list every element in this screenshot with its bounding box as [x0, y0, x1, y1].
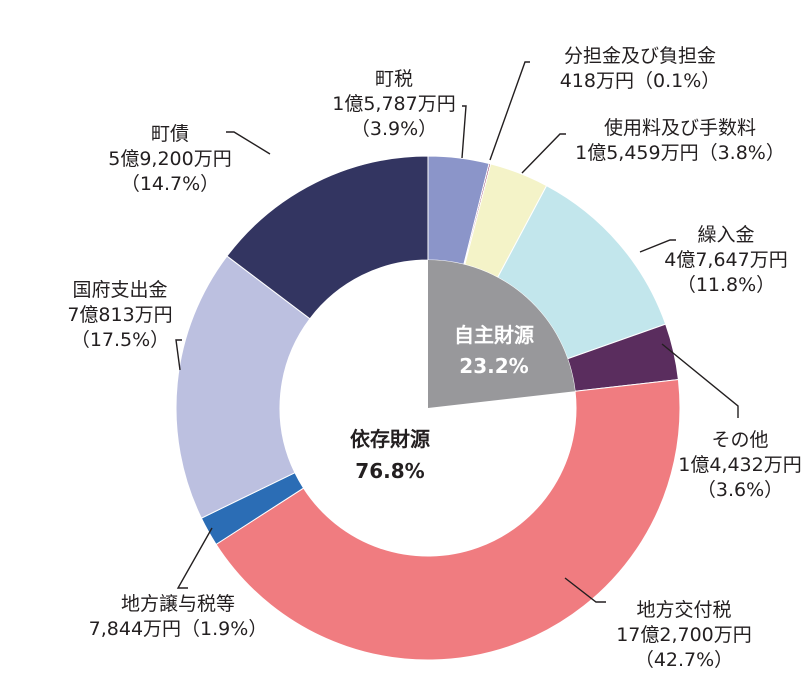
- slice-label-6-line-1: 7,844万円（1.9%）: [89, 618, 268, 640]
- leader-line-2: [521, 133, 566, 174]
- own-revenue-sector: [428, 260, 576, 408]
- slice-label-1-line-1: 418万円（0.1%）: [560, 70, 721, 92]
- leader-line-7: [175, 339, 182, 371]
- donut-slices: [175, 155, 681, 661]
- slice-label-5-line-1: 17億2,700万円: [616, 624, 752, 646]
- slice-label-7-line-1: 7億813万円: [67, 304, 172, 326]
- leader-line-3: [639, 239, 676, 253]
- slice-label-3-line-0: 繰入金: [697, 224, 754, 246]
- slice-label-7-line-2: （17.5%）: [71, 329, 169, 351]
- slice-label-0-line-1: 1億5,787万円: [332, 93, 455, 115]
- slice-label-4-line-2: （3.6%）: [697, 479, 783, 501]
- slice-label-8-line-1: 5億9,200万円: [108, 148, 231, 170]
- slice-label-7-line-0: 国府支出金: [72, 279, 167, 301]
- dependent-revenue-percent: 76.8%: [355, 459, 424, 483]
- leader-line-1: [489, 61, 530, 161]
- slice-8: [226, 155, 429, 320]
- leader-line-0: [461, 105, 467, 159]
- own-revenue-label: 自主財源: [454, 323, 534, 347]
- slice-label-3-line-1: 4億7,647万円: [664, 249, 787, 271]
- leader-line-4: [661, 343, 739, 418]
- slice-label-8-line-2: （14.7%）: [121, 173, 219, 195]
- slice-label-4-line-0: その他: [711, 429, 768, 451]
- slice-label-3-line-2: （11.8%）: [677, 274, 775, 296]
- leader-line-8: [226, 131, 271, 155]
- own-revenue-percent: 23.2%: [459, 354, 528, 378]
- slice-label-2-line-1: 1億5,459万円（3.8%）: [575, 142, 785, 164]
- slice-5: [215, 379, 681, 661]
- leader-lines: [175, 61, 739, 603]
- slice-label-6-line-0: 地方譲与税等: [121, 593, 235, 615]
- leader-line-6: [176, 527, 213, 589]
- slice-label-5-line-2: （42.7%）: [635, 649, 733, 671]
- slice-label-0-line-2: （3.9%）: [351, 118, 437, 140]
- slice-label-5-line-0: 地方交付税: [636, 599, 731, 621]
- slice-label-0-line-0: 町税: [375, 68, 413, 90]
- slice-labels: 町税 1億5,787万円 （3.9%） 分担金及び負担金 418万円（0.1%） 使用料及…: [67, 45, 801, 671]
- slice-label-4-line-1: 1億4,432万円: [678, 454, 801, 476]
- leader-line-5: [564, 577, 606, 603]
- slice-label-8-line-0: 町債: [151, 123, 189, 145]
- dependent-revenue-label: 依存財源: [350, 427, 430, 451]
- slice-label-1-line-0: 分担金及び負担金: [564, 45, 716, 67]
- slice-label-2-line-0: 使用料及び手数料: [604, 117, 756, 139]
